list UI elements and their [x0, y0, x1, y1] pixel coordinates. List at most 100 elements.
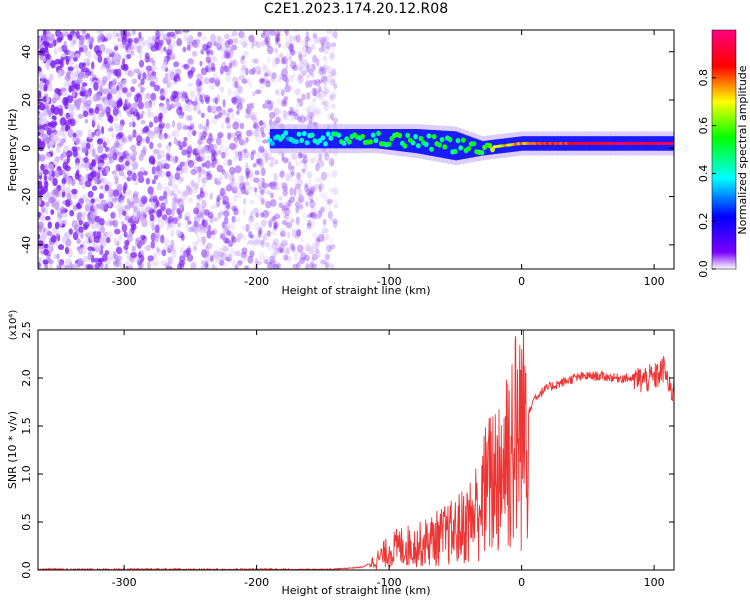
band-body — [451, 131, 453, 160]
noise-blob — [130, 195, 134, 203]
noise-blob — [314, 177, 320, 183]
band-core — [455, 138, 461, 144]
noise-blob — [260, 32, 266, 38]
noise-blob — [226, 256, 232, 262]
noise-blob — [282, 204, 289, 212]
noise-blob — [82, 44, 88, 54]
noise-blob — [250, 112, 256, 121]
band-core — [320, 135, 326, 141]
noise-blob — [322, 88, 330, 95]
noise-blob — [211, 150, 217, 159]
noise-blob — [231, 83, 238, 88]
noise-blob — [237, 85, 244, 95]
noise-blob — [67, 129, 74, 138]
noise-blob — [254, 257, 259, 266]
noise-blob — [112, 107, 119, 116]
noise-blob — [317, 183, 323, 188]
noise-blob — [218, 142, 224, 151]
noise-blob — [180, 234, 185, 242]
noise-blob — [229, 181, 234, 189]
noise-blob — [281, 99, 287, 104]
noise-blob — [308, 69, 313, 76]
noise-blob — [307, 191, 314, 198]
noise-blob — [263, 124, 270, 132]
noise-blob — [226, 204, 231, 211]
noise-blob — [83, 221, 90, 229]
snr-y-axis-label: SNR (10 * v/v) — [6, 411, 19, 489]
noise-blob — [149, 81, 156, 87]
noise-blob — [265, 200, 272, 209]
noise-blob — [302, 52, 308, 58]
noise-blob — [294, 235, 301, 240]
noise-blob — [194, 39, 201, 45]
band-body — [466, 135, 468, 159]
noise-blob — [118, 110, 122, 119]
noise-blob — [153, 84, 160, 92]
noise-blob — [239, 122, 245, 130]
noise-blob — [71, 146, 78, 152]
noise-blob — [271, 61, 278, 69]
noise-blob — [62, 219, 68, 225]
noise-blob — [245, 167, 251, 176]
noise-blob — [138, 59, 145, 68]
noise-blob — [272, 264, 277, 269]
noise-blob — [234, 250, 241, 257]
noise-blob — [281, 152, 285, 161]
band-core — [415, 143, 421, 149]
noise-blob — [153, 148, 160, 155]
noise-blob — [107, 152, 114, 161]
noise-blob — [214, 114, 219, 120]
noise-blob — [140, 234, 146, 240]
noise-blob — [190, 169, 197, 175]
noise-blob — [298, 194, 304, 203]
band-body — [370, 129, 373, 149]
noise-blob — [71, 178, 76, 187]
noise-blob — [167, 44, 173, 53]
noise-blob — [65, 258, 72, 265]
noise-blob — [159, 46, 164, 55]
noise-blob — [144, 52, 150, 60]
noise-blob — [309, 198, 314, 203]
noise-blob — [79, 247, 87, 255]
noise-blob — [239, 183, 245, 190]
noise-blob — [229, 248, 236, 257]
noise-blob — [164, 197, 168, 205]
noise-blob — [183, 63, 190, 70]
noise-blob — [109, 253, 114, 261]
noise-blob — [82, 255, 89, 263]
noise-blob — [124, 261, 131, 269]
noise-blob — [293, 36, 297, 42]
noise-blob — [163, 237, 170, 246]
noise-blob — [275, 119, 281, 126]
noise-blob — [288, 256, 292, 262]
noise-blob — [200, 112, 205, 119]
noise-blob — [118, 234, 122, 242]
noise-blob — [55, 189, 60, 198]
noise-blob — [226, 112, 230, 119]
noise-blob — [225, 52, 231, 59]
noise-blob — [225, 201, 231, 209]
noise-blob — [139, 216, 146, 222]
noise-blob — [283, 30, 289, 34]
noise-blob — [316, 239, 320, 248]
noise-blob — [159, 88, 165, 97]
noise-blob — [236, 102, 243, 111]
noise-blob — [137, 170, 143, 179]
noise-blob — [252, 117, 259, 124]
noise-blob — [307, 223, 314, 231]
noise-blob — [50, 41, 54, 49]
noise-blob — [316, 177, 323, 183]
noise-blob — [297, 51, 303, 59]
noise-blob — [299, 237, 305, 244]
noise-blob — [199, 130, 203, 136]
noise-blob — [168, 141, 172, 147]
noise-blob — [223, 159, 229, 167]
noise-blob — [318, 185, 323, 193]
band-body — [479, 140, 481, 156]
noise-blob — [221, 109, 227, 116]
noise-blob — [282, 189, 286, 198]
noise-blob — [263, 72, 269, 77]
noise-blob — [98, 251, 104, 256]
noise-blob — [126, 96, 130, 105]
noise-blob — [201, 153, 206, 159]
